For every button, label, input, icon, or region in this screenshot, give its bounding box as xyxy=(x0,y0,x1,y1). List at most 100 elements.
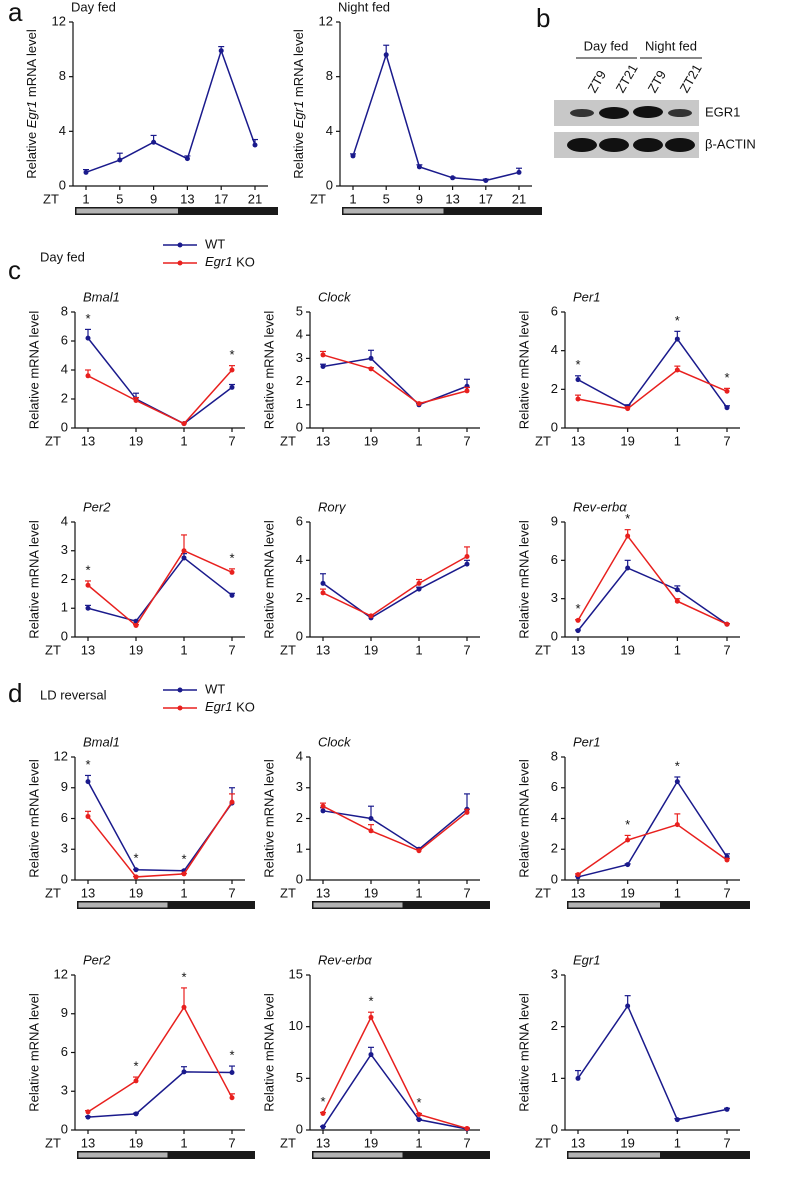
line xyxy=(322,555,468,617)
line xyxy=(577,534,728,625)
panel-label: b xyxy=(536,3,550,33)
y-tick-label: 2 xyxy=(296,810,303,825)
point xyxy=(350,153,356,159)
y-axis-label-part: mRNA level xyxy=(291,29,306,101)
chart: Bmal1 Relative mRNA level 0 2 4 6 8 13 19 1 7 ZT * * W… xyxy=(26,236,254,448)
x-tick-label: 19 xyxy=(129,433,143,448)
x-tick-label: 1 xyxy=(415,885,422,900)
point xyxy=(85,1109,91,1115)
point xyxy=(85,779,91,785)
y-tick-label: 0 xyxy=(61,871,68,886)
point xyxy=(133,1111,139,1117)
light-bar xyxy=(343,208,444,214)
point xyxy=(416,1117,422,1123)
x-tick-label: 5 xyxy=(116,191,123,206)
x-axis-label: ZT xyxy=(280,1135,296,1150)
chart-title: Per1 xyxy=(573,289,600,304)
y-tick-label: 6 xyxy=(551,779,558,794)
x-tick-label: 7 xyxy=(228,1135,235,1150)
line xyxy=(87,801,233,878)
chart-title: Night fed xyxy=(338,0,390,14)
line xyxy=(322,354,468,405)
x-tick-label: 9 xyxy=(416,191,423,206)
x-tick-label: 7 xyxy=(463,642,470,657)
y-tick-label: 9 xyxy=(61,779,68,794)
lane-label: ZT9 xyxy=(645,68,670,96)
x-axis-label: ZT xyxy=(45,885,61,900)
x-tick-label: 13 xyxy=(316,433,330,448)
x-tick-label: 17 xyxy=(214,191,228,206)
point xyxy=(450,175,456,181)
point xyxy=(320,808,326,814)
y-tick-label: 9 xyxy=(551,513,558,528)
x-tick-label: 13 xyxy=(571,433,585,448)
band xyxy=(633,138,663,152)
x-tick-label: 19 xyxy=(129,1135,143,1150)
point xyxy=(464,809,470,815)
point xyxy=(625,1003,631,1009)
point xyxy=(320,1110,326,1116)
x-axis-label: ZT xyxy=(535,885,551,900)
chart-title: Bmal1 xyxy=(83,289,120,304)
chart: Per1 Relative mRNA level 0 2 4 6 8 13 19 1 7 ZT * * xyxy=(516,734,750,909)
y-axis-label: Relative mRNA level xyxy=(26,520,41,639)
y-tick-label: 4 xyxy=(551,810,558,825)
x-tick-label: 13 xyxy=(316,1135,330,1150)
point xyxy=(625,862,631,868)
line xyxy=(322,808,468,851)
legend-dot xyxy=(177,242,183,248)
y-tick-label: 6 xyxy=(61,332,68,347)
y-tick-label: 12 xyxy=(54,966,68,981)
point xyxy=(416,848,422,854)
light-bar xyxy=(78,902,168,908)
band xyxy=(570,109,594,117)
significance-marker: * xyxy=(133,851,138,866)
y-tick-label: 15 xyxy=(289,966,303,981)
y-tick-label: 2 xyxy=(296,590,303,605)
y-axis-label: Relative mRNA level xyxy=(516,311,531,430)
y-tick-label: 6 xyxy=(551,552,558,567)
y-tick-label: 3 xyxy=(61,841,68,856)
chart-title: Rev-erbα xyxy=(573,499,627,514)
point xyxy=(368,355,374,361)
point xyxy=(133,1078,139,1084)
x-tick-label: 13 xyxy=(81,885,95,900)
point xyxy=(368,1052,374,1058)
x-tick-label: 1 xyxy=(180,885,187,900)
x-axis-label: ZT xyxy=(535,642,551,657)
panel-label: c xyxy=(8,255,21,285)
point xyxy=(181,1004,187,1010)
x-tick-label: 7 xyxy=(228,885,235,900)
x-tick-label: 13 xyxy=(571,1135,585,1150)
y-tick-label: 3 xyxy=(296,350,303,365)
significance-marker: * xyxy=(85,757,90,772)
chart: Egr1 Relative mRNA level 0 1 2 3 13 19 1 7 ZT xyxy=(516,952,750,1159)
x-tick-label: 1 xyxy=(674,642,681,657)
x-tick-label: 1 xyxy=(349,191,356,206)
y-tick-label: 8 xyxy=(59,68,66,83)
point xyxy=(229,569,235,575)
light-bar xyxy=(568,902,660,908)
legend-dot xyxy=(177,260,183,266)
x-tick-label: 1 xyxy=(180,1135,187,1150)
y-tick-label: 12 xyxy=(52,13,66,28)
x-tick-label: 1 xyxy=(180,642,187,657)
x-axis-label: ZT xyxy=(535,1135,551,1150)
y-tick-label: 6 xyxy=(296,513,303,528)
x-tick-label: 7 xyxy=(228,433,235,448)
significance-marker: * xyxy=(229,347,234,362)
point xyxy=(416,164,422,170)
line xyxy=(322,1053,468,1130)
y-tick-label: 6 xyxy=(61,810,68,825)
x-axis-label: ZT xyxy=(535,433,551,448)
panel-subtitle: Day fed xyxy=(40,249,85,264)
y-axis-label: Relative Egr1 mRNA level xyxy=(291,29,306,179)
significance-marker: * xyxy=(675,313,680,328)
y-tick-label: 1 xyxy=(296,396,303,411)
line xyxy=(322,1015,468,1130)
x-tick-label: 13 xyxy=(180,191,194,206)
x-tick-label: 19 xyxy=(129,885,143,900)
y-axis-label: Relative mRNA level xyxy=(26,311,41,430)
point xyxy=(674,336,680,342)
